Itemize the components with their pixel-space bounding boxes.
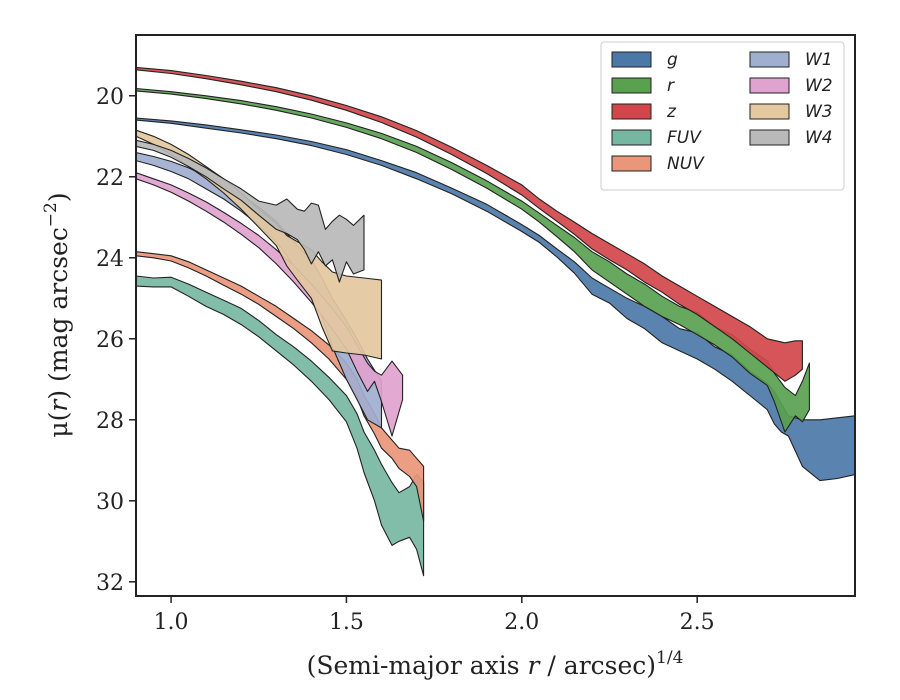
profile-bands <box>136 66 855 577</box>
x-tick-label: 2.5 <box>680 610 715 635</box>
band-r <box>136 87 810 433</box>
x-axis-ticks: 1.0 1.5 2.0 2.5 <box>154 596 715 635</box>
legend-swatch-w4 <box>749 129 790 146</box>
legend-label-w1: W1 <box>805 50 833 70</box>
y-tick-label: 32 <box>96 571 124 596</box>
y-tick-label: 30 <box>96 490 124 515</box>
band-g <box>136 117 855 482</box>
legend-label-g: g <box>667 50 678 70</box>
legend-label-w4: W4 <box>805 128 833 148</box>
legend-swatch-w3 <box>749 103 790 120</box>
plot-frame <box>135 34 856 597</box>
band-w4 <box>136 139 365 283</box>
legend-label-z: z <box>666 102 677 122</box>
legend-swatch-fuv <box>611 129 652 146</box>
legend-swatch-w1 <box>749 51 790 68</box>
band-z <box>136 66 803 382</box>
legend-swatch-r <box>611 77 652 94</box>
band-w2 <box>136 172 404 437</box>
legend-label-fuv: FUV <box>667 128 702 148</box>
legend-label-r: r <box>667 76 675 96</box>
legend-swatch-nuv <box>611 155 652 172</box>
legend-label-w2: W2 <box>805 76 833 96</box>
y-tick-label: 26 <box>96 328 124 353</box>
y-axis-label: μ(r) (mag arcsec−2) <box>41 192 73 437</box>
x-tick-label: 2.0 <box>504 610 539 635</box>
y-tick-label: 22 <box>96 166 124 191</box>
x-tick-label: 1.5 <box>329 610 364 635</box>
legend-label-w3: W3 <box>805 102 833 122</box>
y-tick-label: 28 <box>96 409 124 434</box>
y-axis-ticks: 20 22 24 26 28 30 32 <box>96 85 136 596</box>
legend-swatch-w2 <box>749 77 790 94</box>
x-axis-label: (Semi-major axis r / arcsec)1/4 <box>307 648 684 680</box>
legend-label-nuv: NUV <box>667 154 705 174</box>
legend-swatch-g <box>611 51 652 68</box>
band-fuv <box>136 275 425 577</box>
x-tick-label: 1.0 <box>154 610 189 635</box>
legend-swatch-z <box>611 103 652 120</box>
band-nuv <box>136 251 425 522</box>
y-tick-label: 24 <box>96 247 124 272</box>
legend: grz FUV NUV W1 W2 W3 W4 <box>600 41 845 191</box>
y-tick-label: 20 <box>96 85 124 110</box>
